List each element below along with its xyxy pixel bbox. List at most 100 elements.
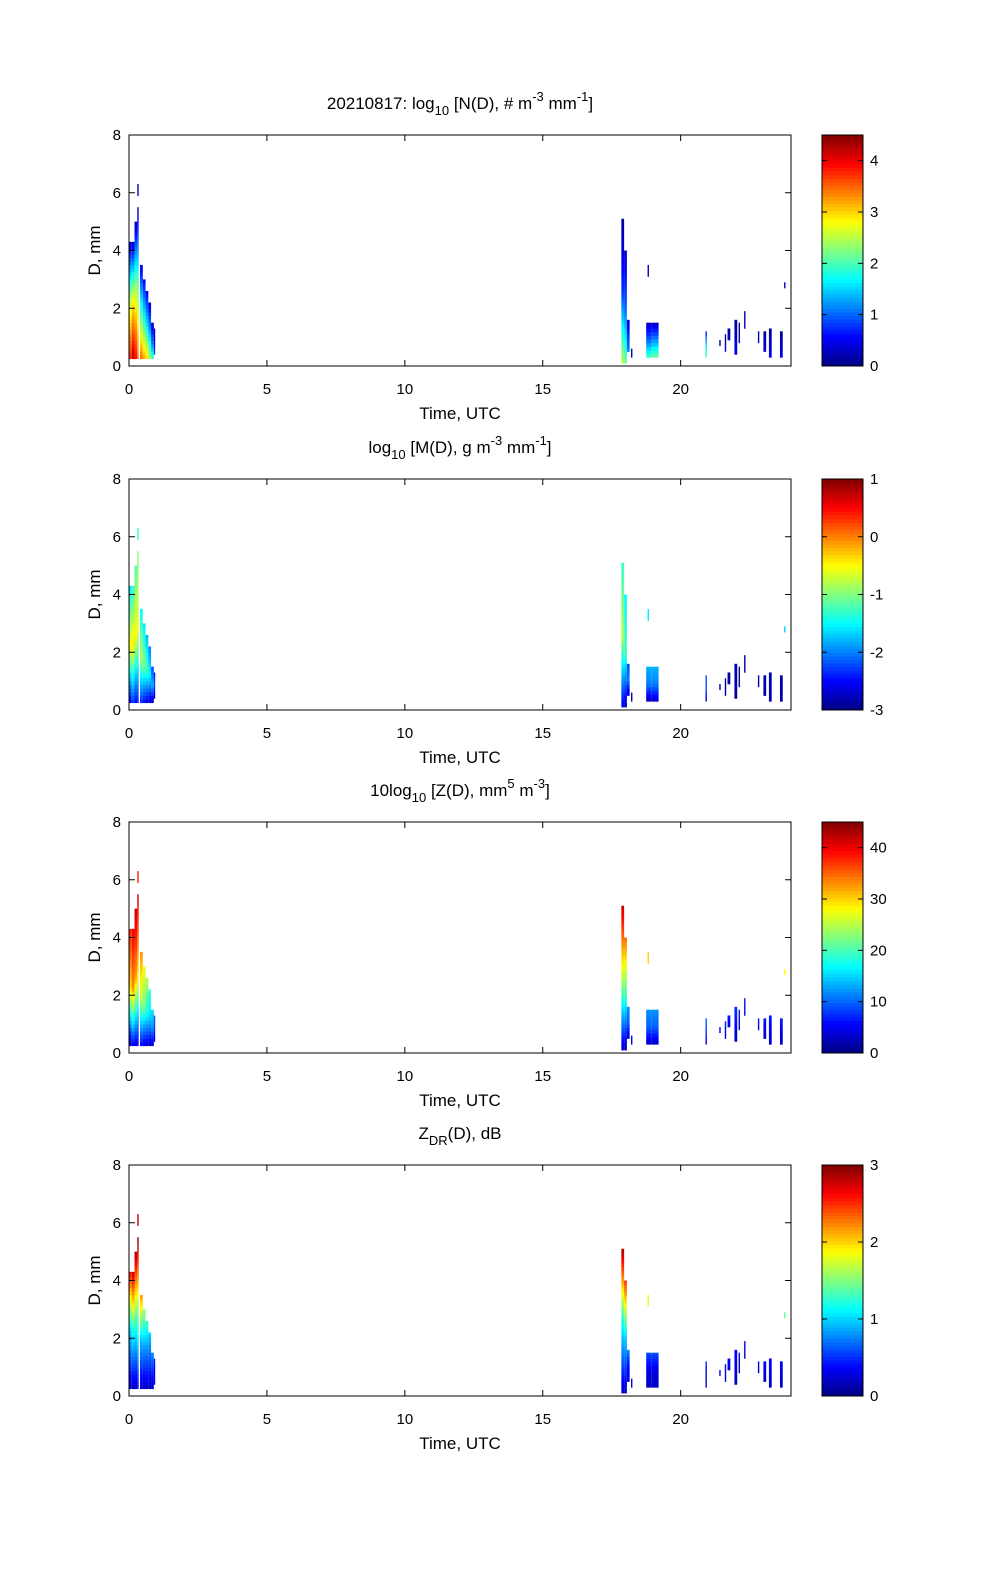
colorbar-segment (822, 1392, 863, 1397)
heatmap-cell (734, 343, 738, 348)
colorbar-segment (822, 1179, 863, 1184)
x-tick-label: 20 (672, 381, 689, 398)
heatmap-cell (142, 677, 146, 682)
heatmap-cell (153, 328, 156, 330)
heatmap-cell (134, 1356, 138, 1361)
heatmap-cell (757, 339, 760, 344)
heatmap-cell (621, 1288, 625, 1293)
colorbar-segment (822, 1020, 863, 1025)
heatmap-cell (151, 688, 154, 693)
heatmap-cell (145, 297, 149, 302)
colorbar-segment (822, 850, 863, 855)
heatmap-cell (719, 340, 721, 343)
heatmap-cell (131, 279, 135, 284)
heatmap-cell (151, 344, 154, 349)
heatmap-cell (140, 1002, 143, 1007)
heatmap-cell (131, 959, 135, 964)
heatmap-cell (624, 595, 627, 600)
colorbar-segment (822, 221, 863, 226)
heatmap-cell (763, 1020, 767, 1025)
heatmap-cell (719, 684, 721, 687)
heatmap-cell (145, 1385, 149, 1390)
colorbar-segment (822, 1009, 863, 1014)
heatmap-cell (140, 1381, 143, 1386)
colorbar-segment (822, 1374, 863, 1379)
heatmap-cell (145, 695, 149, 700)
heatmap-cell (129, 980, 132, 985)
heatmap-cell (148, 1027, 152, 1032)
y-tick-label: 8 (113, 814, 121, 831)
heatmap-cell (134, 1352, 138, 1357)
heatmap-cell (137, 923, 139, 927)
heatmap-cell (134, 1385, 138, 1390)
heatmap-cell (705, 1040, 707, 1045)
heatmap-cell (151, 337, 154, 342)
heatmap-cell (134, 919, 138, 924)
heatmap-cell (651, 679, 659, 684)
colorbar-segment (822, 178, 863, 183)
heatmap-cell (137, 666, 139, 671)
heatmap-cell (131, 933, 135, 938)
heatmap-cell (621, 970, 625, 975)
heatmap-cell (621, 1367, 625, 1372)
colorbar-segment (822, 630, 863, 635)
heatmap-cell (763, 691, 767, 696)
heatmap-cell (145, 333, 149, 338)
heatmap-cell (148, 322, 152, 327)
heatmap-cell (621, 591, 625, 596)
heatmap-cell (621, 1375, 625, 1379)
colorbar-segment (822, 840, 863, 845)
heatmap-cell (140, 681, 143, 686)
colorbar-segment (822, 663, 863, 668)
heatmap-cell (621, 1028, 625, 1033)
colorbar-segment (822, 616, 863, 621)
heatmap-cell (134, 1255, 138, 1260)
heatmap-cell (626, 337, 630, 342)
heatmap-cell (153, 1373, 156, 1378)
colorbar-segment (822, 1237, 863, 1242)
heatmap-cell (624, 613, 627, 618)
heatmap-cell (131, 344, 135, 349)
heatmap-cell (768, 342, 772, 347)
colorbar-segment (822, 337, 863, 342)
colorbar-segment (822, 590, 863, 595)
heatmap-cell (621, 319, 625, 324)
heatmap-cell (140, 677, 143, 682)
heatmap-cell (129, 1027, 132, 1032)
heatmap-cell (137, 594, 139, 599)
heatmap-cell (145, 648, 149, 653)
heatmap-cell (624, 649, 627, 654)
heatmap-cell (779, 331, 783, 333)
heatmap-cell (148, 677, 152, 682)
heatmap-cell (646, 668, 652, 673)
heatmap-cell (137, 1385, 139, 1390)
heatmap-cell (727, 1366, 731, 1371)
heatmap-cell (129, 264, 132, 269)
heatmap-cell (621, 923, 625, 928)
heatmap-cell (134, 1251, 138, 1256)
heatmap-cell (137, 290, 139, 295)
colorbar-segment (822, 482, 863, 487)
heatmap-cell (621, 240, 625, 245)
heatmap-cell (129, 616, 132, 621)
colorbar-segment (822, 326, 863, 331)
heatmap-cell (646, 1369, 652, 1374)
heatmap-cell (129, 973, 132, 978)
heatmap-cell (646, 672, 652, 677)
heatmap-cell (626, 326, 630, 331)
heatmap-cell (145, 329, 149, 334)
heatmap-cell (148, 681, 152, 686)
heatmap-cell (134, 991, 138, 996)
heatmap-cell (768, 683, 772, 688)
heatmap-cell (140, 955, 143, 960)
y-axis-label: D, mm (85, 569, 104, 619)
heatmap-cell (734, 1034, 738, 1039)
heatmap-cell (140, 670, 143, 675)
heatmap-cell (137, 344, 139, 349)
heatmap-cell (131, 655, 135, 660)
heatmap-cell (131, 1009, 135, 1014)
heatmap-cell (134, 663, 138, 667)
heatmap-cell (137, 1352, 139, 1357)
colorbar-segment (822, 264, 863, 270)
